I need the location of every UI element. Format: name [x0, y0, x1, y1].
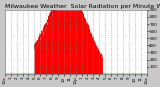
Text: Milwaukee Weather  Solar Radiation per Minute W/m² (Last 24 Hours): Milwaukee Weather Solar Radiation per Mi…: [5, 3, 160, 9]
